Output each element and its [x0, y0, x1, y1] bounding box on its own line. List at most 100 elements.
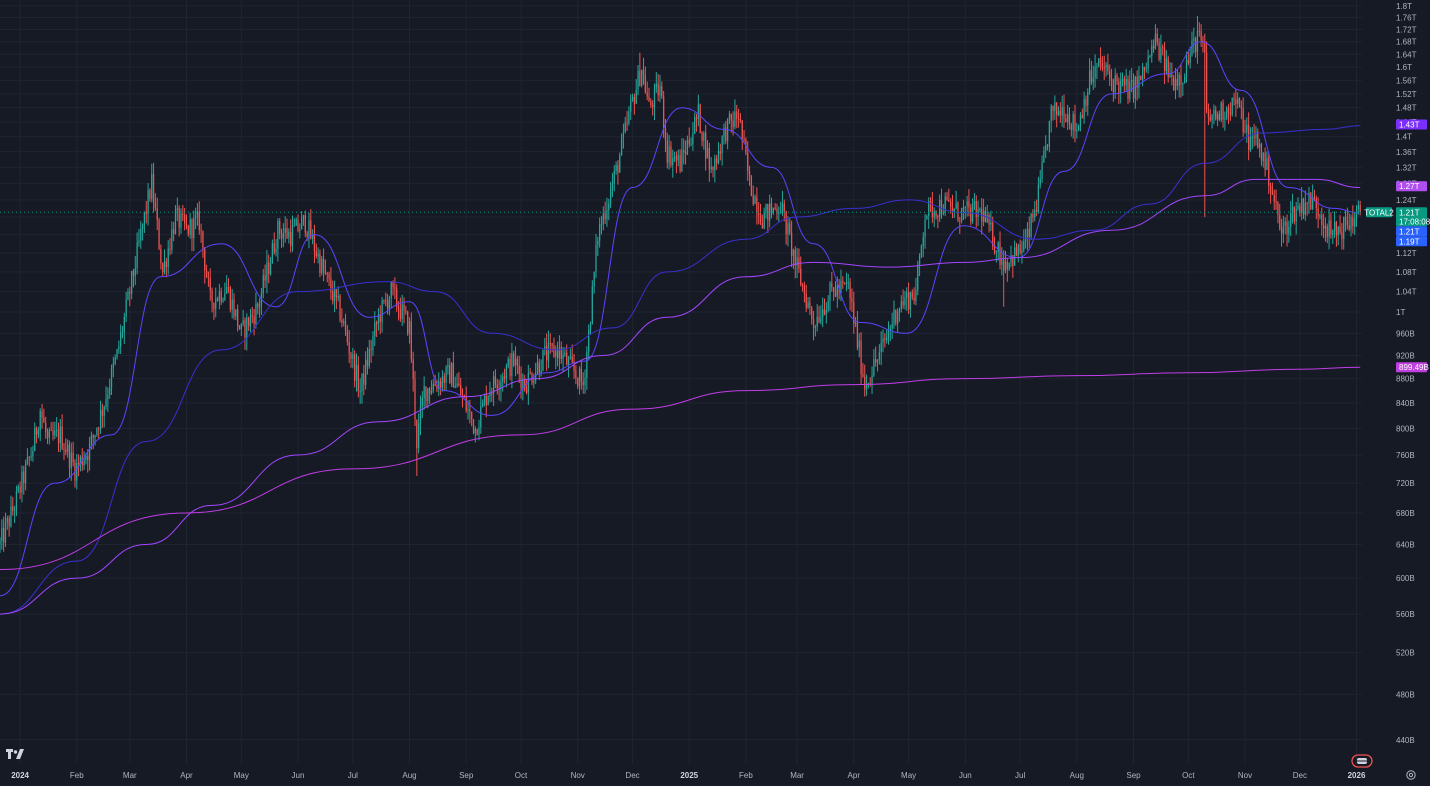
- candle-body: [1085, 99, 1087, 106]
- alert-icon[interactable]: [1351, 754, 1373, 773]
- candle-body: [907, 292, 910, 310]
- candle-body: [679, 154, 681, 172]
- candle-body: [1251, 136, 1253, 139]
- candle-body: [140, 228, 142, 241]
- candle-body: [1131, 79, 1133, 82]
- candle-body: [1127, 79, 1129, 99]
- candle-body: [425, 386, 427, 401]
- candle-body: [1169, 74, 1171, 78]
- candle-body: [326, 273, 328, 275]
- price-tag-label: 1.27T: [1399, 182, 1420, 191]
- candle-body: [849, 282, 851, 299]
- candle-body: [1030, 214, 1032, 237]
- candle-body: [1222, 102, 1224, 120]
- candle-body: [266, 262, 268, 281]
- candle-body: [469, 409, 471, 412]
- candle-body: [56, 429, 58, 431]
- y-tick-label: 1.8T: [1396, 2, 1412, 11]
- candle-body: [1173, 77, 1175, 91]
- candle-body: [611, 183, 614, 190]
- tradingview-logo-icon[interactable]: [6, 748, 24, 766]
- candle-body: [1012, 255, 1014, 266]
- candle-body: [1081, 115, 1083, 119]
- candle-body: [1120, 80, 1122, 93]
- time-axis[interactable]: 2024 Feb Mar Apr May Jun Jul Aug Sep Oct Nov Dec 202…: [11, 771, 1366, 780]
- candle-body: [1315, 198, 1317, 209]
- candle-body: [630, 100, 632, 112]
- candle-body: [701, 132, 703, 141]
- candle-body: [763, 212, 765, 229]
- candle-body: [1163, 47, 1166, 71]
- moving-average-line: [0, 125, 1361, 615]
- candle-body: [942, 212, 944, 214]
- candle-body: [339, 296, 341, 320]
- price-tag: [1396, 226, 1427, 237]
- candle-body: [673, 156, 676, 159]
- candle-body: [761, 223, 763, 229]
- candle-body: [1068, 114, 1071, 125]
- x-tick-label: Mar: [123, 771, 137, 780]
- candle-body: [1059, 111, 1061, 116]
- candle-body: [145, 211, 147, 214]
- candle-body: [591, 286, 593, 325]
- candle-body: [8, 518, 10, 527]
- candle-body: [282, 232, 285, 239]
- candle-body: [17, 486, 19, 492]
- candle-body: [668, 146, 670, 163]
- candle-body: [770, 203, 773, 213]
- candle-body: [193, 218, 195, 239]
- candle-body: [686, 139, 689, 154]
- candle-body: [235, 309, 237, 317]
- candle-body: [32, 450, 34, 457]
- x-tick-label: Apr: [848, 771, 861, 780]
- candle-body: [1196, 30, 1199, 53]
- candle-body: [101, 409, 104, 416]
- candle-body: [118, 346, 120, 350]
- candle-body: [966, 201, 968, 207]
- candle-body: [209, 278, 211, 291]
- candle-body: [555, 348, 557, 357]
- candle-body: [545, 346, 548, 361]
- candle-body: [1010, 255, 1012, 263]
- candle-body: [906, 292, 908, 298]
- candle-body: [244, 320, 246, 338]
- candle-body: [884, 338, 886, 341]
- candle-body: [67, 444, 69, 453]
- candle-body: [730, 114, 732, 121]
- candle-body: [496, 384, 498, 389]
- candle-body: [258, 304, 261, 308]
- candle-body: [319, 253, 321, 274]
- candle-body: [937, 216, 939, 218]
- candle-body: [45, 422, 47, 433]
- candle-body: [368, 349, 370, 367]
- y-tick-label: 1.08T: [1396, 268, 1417, 277]
- candle-body: [968, 201, 970, 208]
- candle-body: [427, 388, 429, 401]
- candle-body: [1178, 74, 1180, 86]
- candle-body: [681, 150, 683, 172]
- candle-body: [1176, 79, 1178, 86]
- candle-body: [1290, 213, 1292, 227]
- candle-body: [249, 315, 252, 327]
- candle-body: [752, 195, 754, 204]
- candle-body: [1054, 102, 1056, 112]
- candle-body: [589, 324, 592, 331]
- candle-body: [1098, 58, 1100, 67]
- candle-body: [1326, 226, 1328, 238]
- candle-body: [297, 219, 299, 231]
- candle-body: [1273, 194, 1275, 202]
- candle-body: [886, 337, 888, 341]
- settings-icon[interactable]: [1405, 768, 1417, 786]
- candle-body: [173, 229, 175, 234]
- candle-body: [187, 225, 189, 235]
- candle-body: [781, 203, 784, 213]
- candle-body: [290, 231, 292, 246]
- candle-body: [1162, 47, 1164, 49]
- candle-body: [432, 384, 434, 392]
- candle-body: [566, 352, 568, 365]
- candle-body: [13, 510, 16, 512]
- candle-body: [970, 207, 972, 222]
- candle-body: [471, 411, 473, 420]
- candle-body: [37, 430, 40, 435]
